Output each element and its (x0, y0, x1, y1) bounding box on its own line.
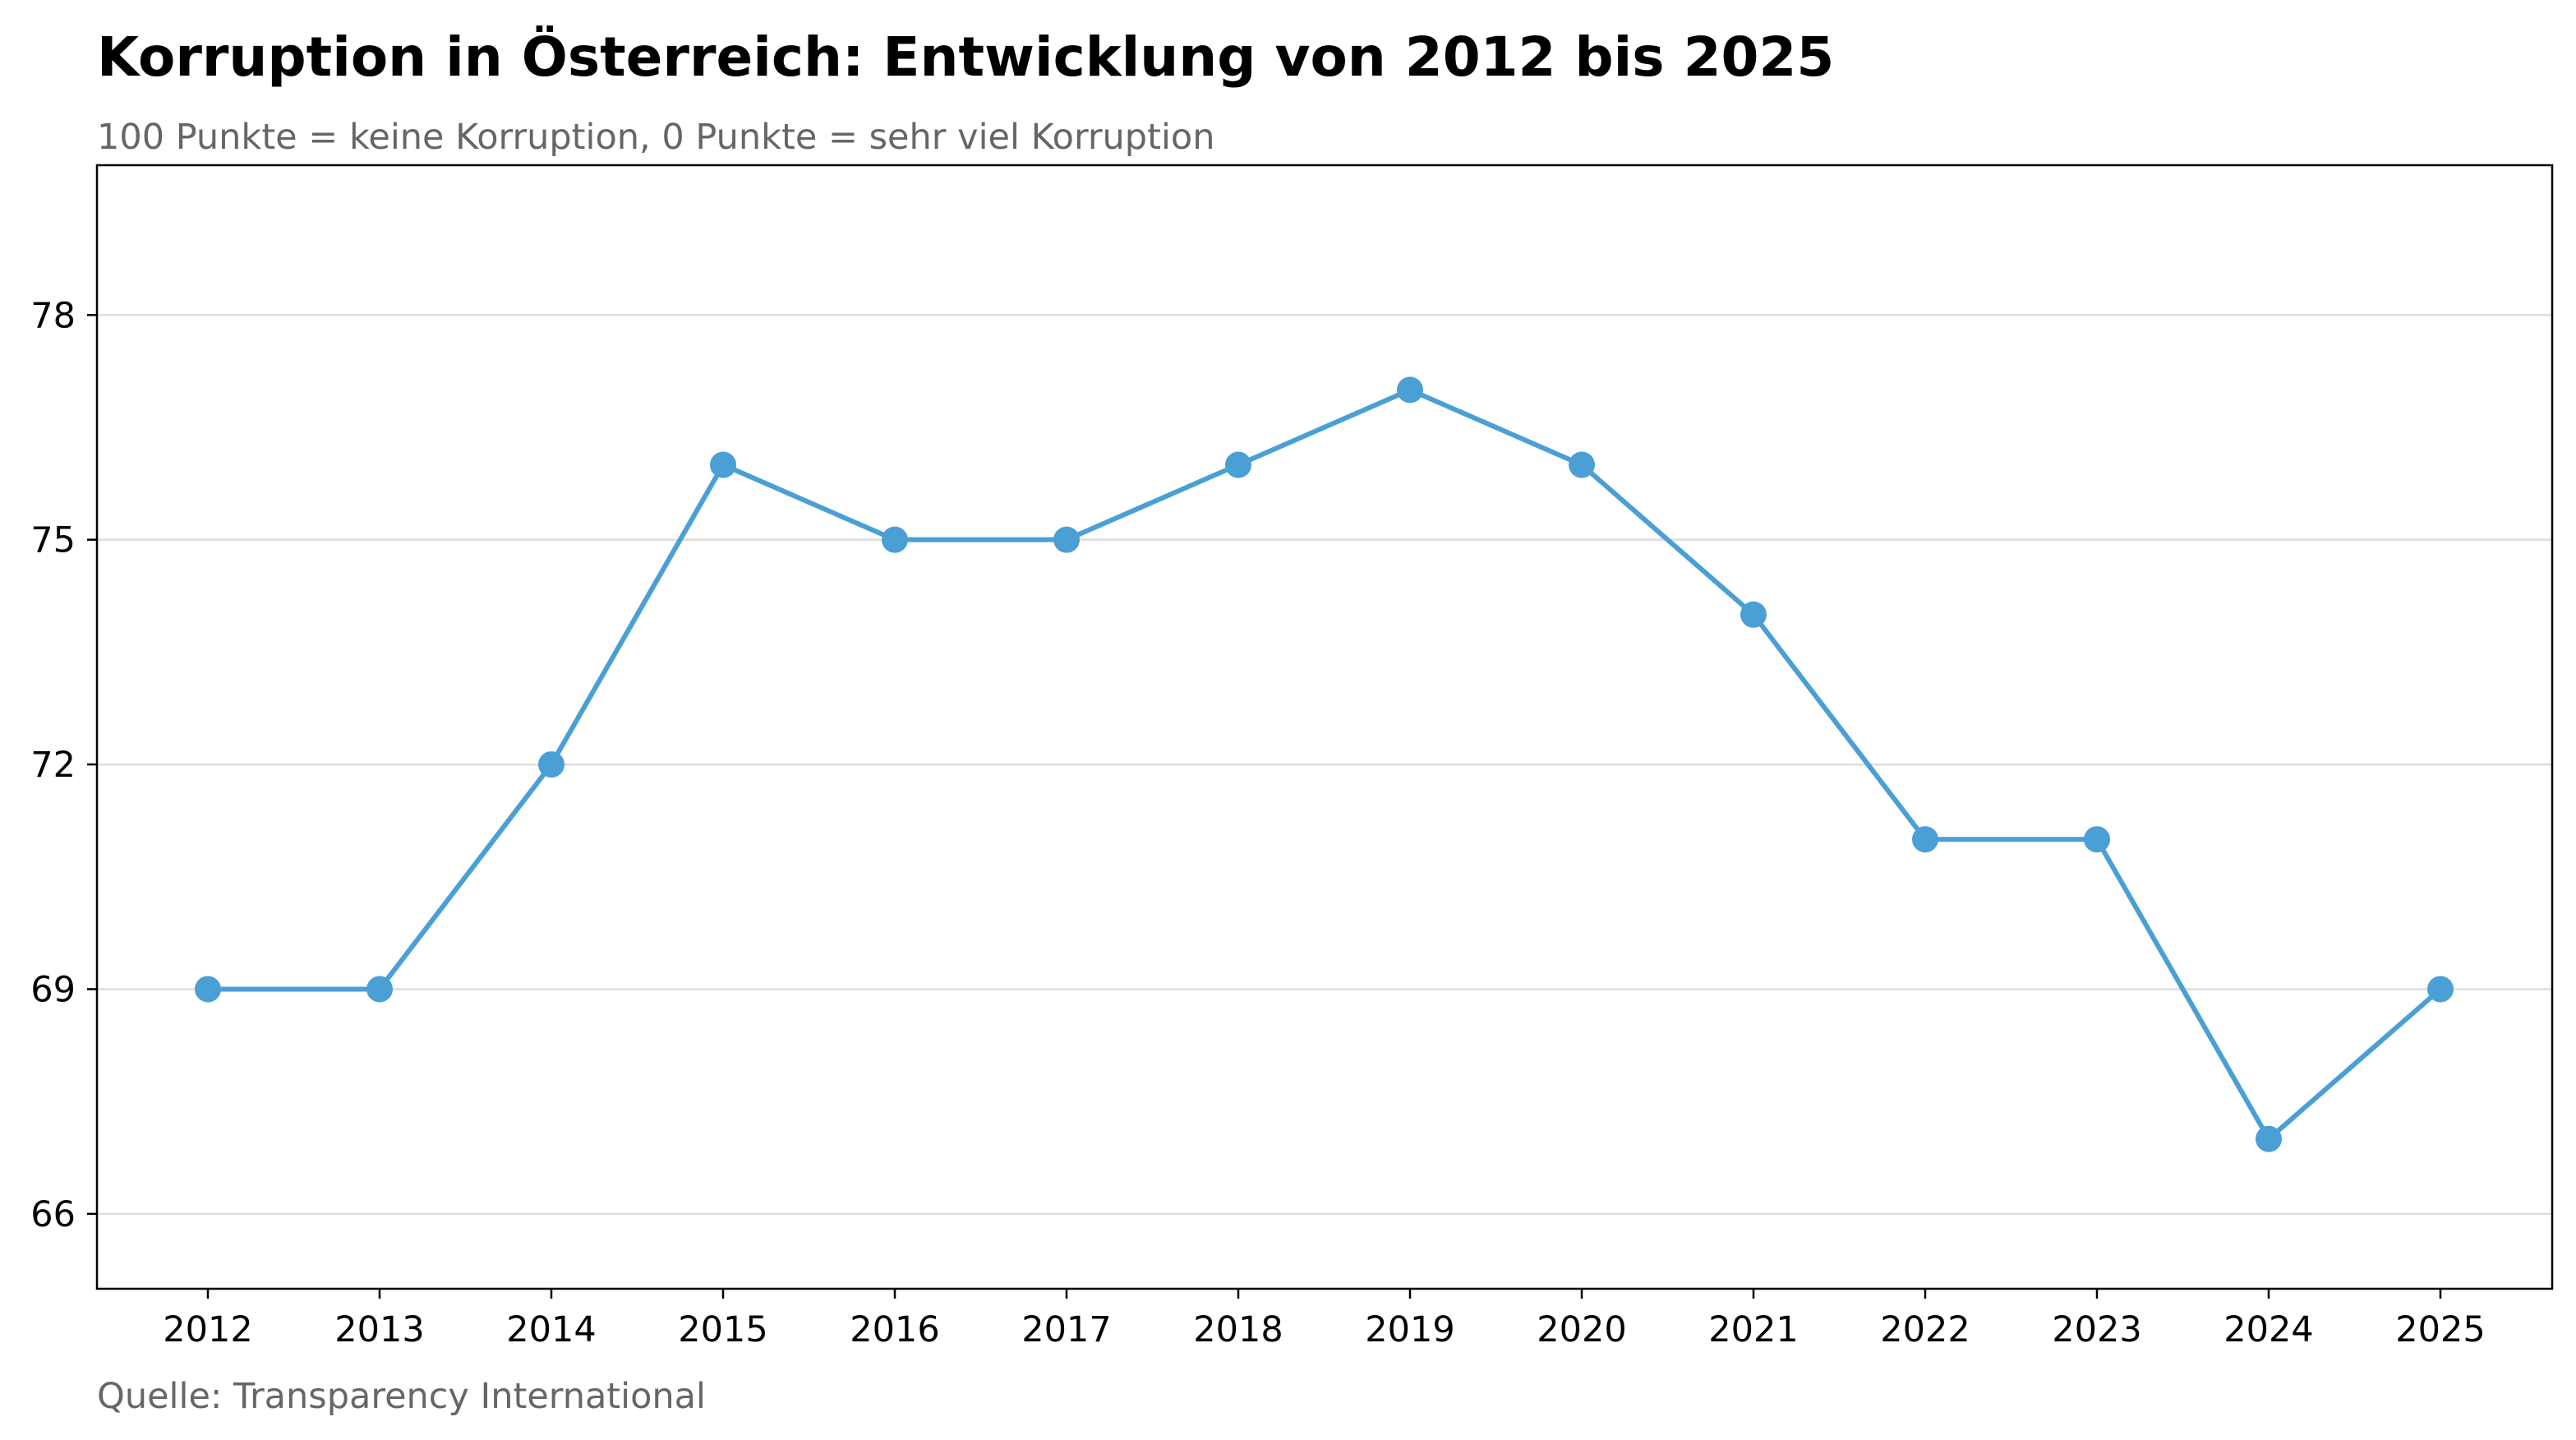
y-tick-label: 72 (30, 745, 76, 786)
x-tick-label: 2015 (678, 1309, 767, 1350)
x-tick-label: 2014 (506, 1309, 596, 1350)
grid-lines (97, 314, 2552, 1216)
x-axis: 2012 2013 2014 2015 2016 2017 2018 2019 2020 2021… (163, 1289, 2486, 1350)
x-tick-label: 2022 (1880, 1309, 1970, 1350)
x-tick-label: 2017 (1021, 1309, 1111, 1350)
x-tick-label: 2024 (2223, 1309, 2313, 1350)
data-point (2084, 826, 2110, 853)
x-tick-label: 2012 (163, 1309, 252, 1350)
series-korruptionsindex (195, 376, 2454, 1152)
x-tick-label: 2023 (2052, 1309, 2141, 1350)
y-axis: 66 69 72 75 78 (30, 295, 97, 1235)
data-point (1225, 451, 1251, 478)
chart-subtitle: 100 Punkte = keine Korruption, 0 Punkte … (97, 117, 1214, 158)
x-tick-label: 2013 (334, 1309, 424, 1350)
y-tick-label: 66 (30, 1194, 76, 1235)
data-point (2256, 1125, 2282, 1152)
data-point (538, 751, 565, 778)
x-tick-label: 2020 (1537, 1309, 1626, 1350)
data-point (882, 526, 908, 553)
x-tick-label: 2021 (1708, 1309, 1798, 1350)
chart-title: Korruption in Österreich: Entwicklung vo… (97, 25, 1834, 89)
data-point (2427, 976, 2454, 1003)
source-note: Quelle: Transparency International (97, 1376, 706, 1417)
data-point (1569, 451, 1595, 478)
y-tick-label: 75 (30, 520, 76, 561)
series-line (205, 387, 2443, 1142)
data-point (366, 976, 393, 1003)
data-point (710, 451, 736, 478)
y-tick-label: 78 (30, 295, 76, 336)
data-point (1397, 376, 1423, 404)
x-tick-label: 2025 (2395, 1309, 2485, 1350)
x-tick-label: 2019 (1365, 1309, 1454, 1350)
y-tick-label: 69 (30, 969, 76, 1010)
plot-area (95, 164, 2554, 1290)
x-tick-label: 2018 (1193, 1309, 1283, 1350)
x-tick-label: 2016 (850, 1309, 939, 1350)
data-point (195, 976, 221, 1003)
data-point (1912, 826, 1938, 853)
data-point (1053, 526, 1080, 553)
data-point (1740, 601, 1767, 628)
